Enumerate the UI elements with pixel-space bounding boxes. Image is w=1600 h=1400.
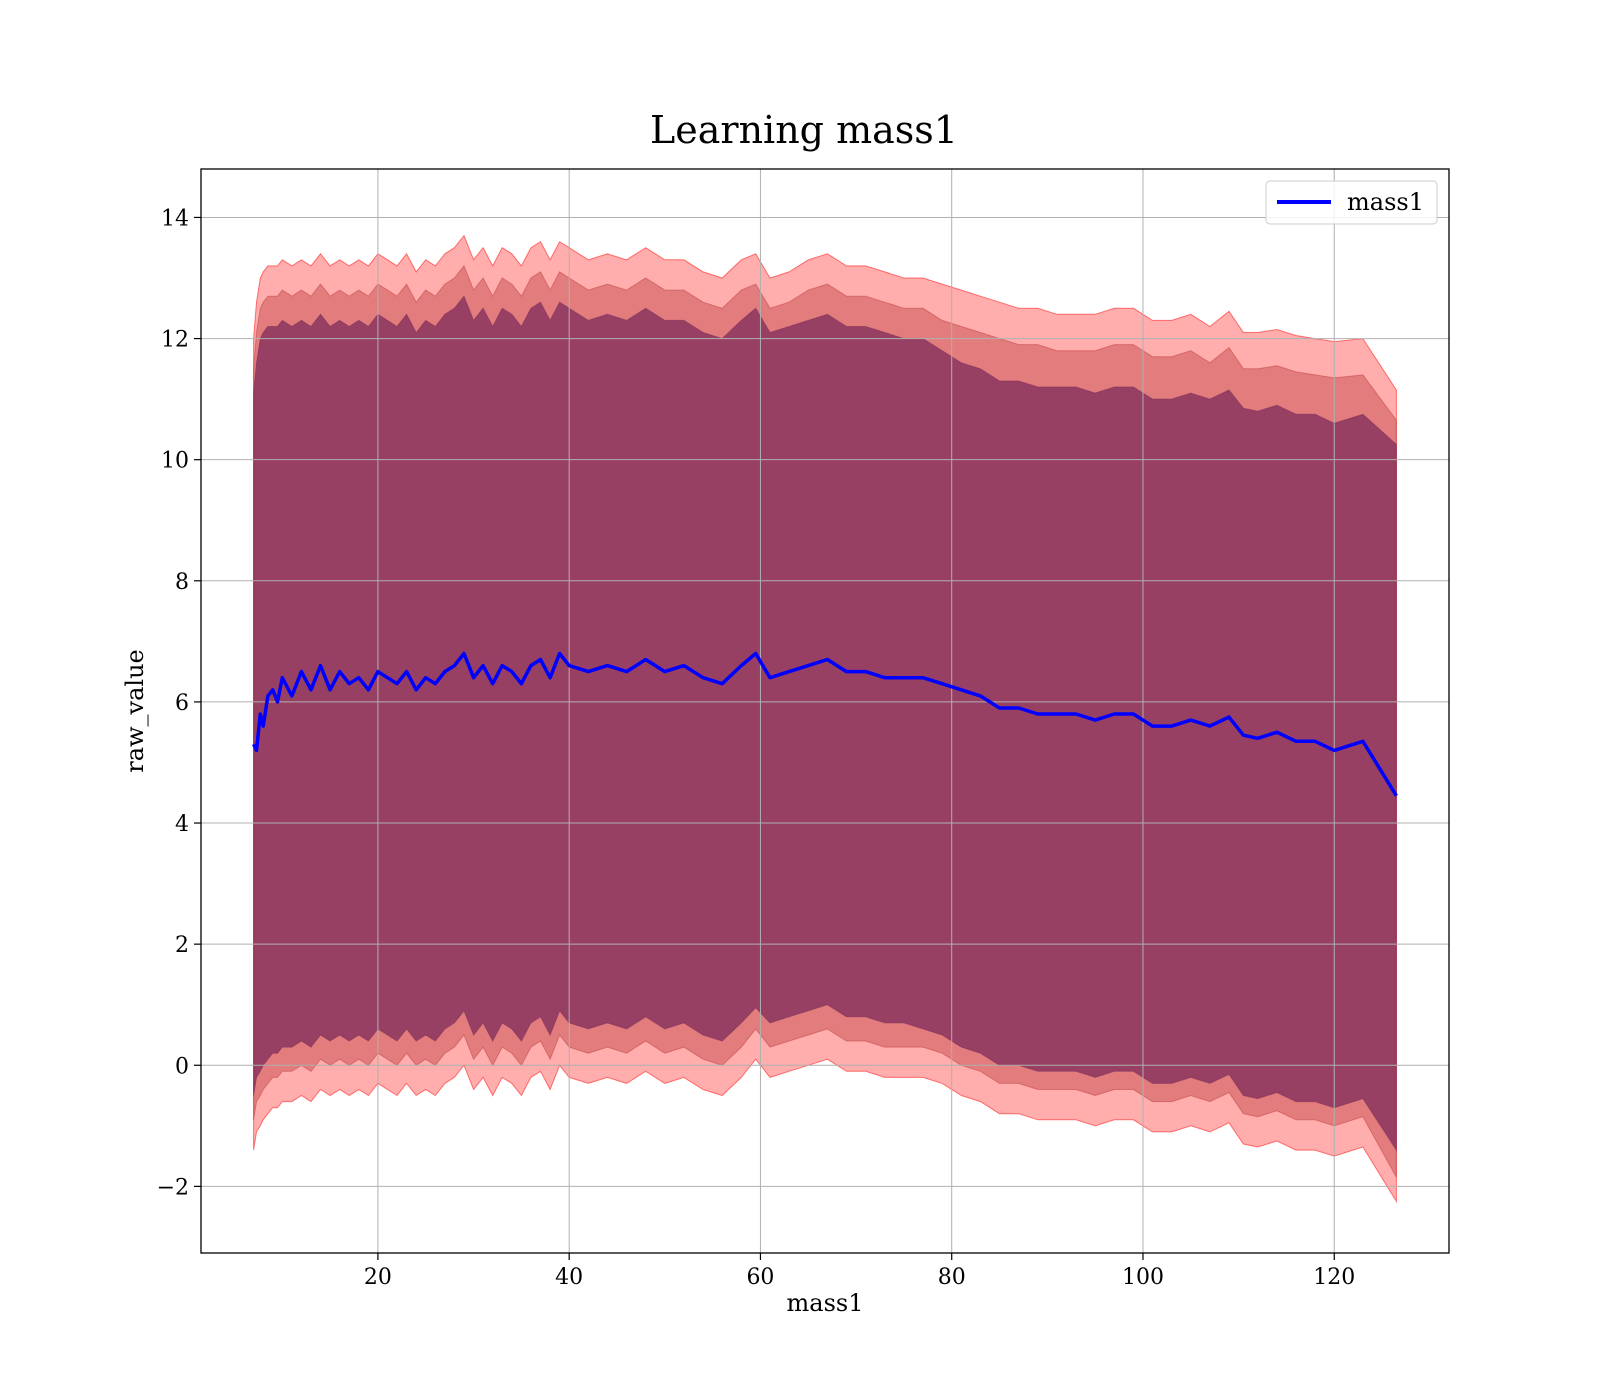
y-tick-label: −2 bbox=[157, 1175, 189, 1200]
y-axis-label: raw_value bbox=[121, 649, 149, 773]
x-tick-label: 60 bbox=[746, 1265, 774, 1290]
series-layer bbox=[252, 651, 1398, 797]
legend-box bbox=[1265, 180, 1438, 225]
plot-frame bbox=[200, 168, 1450, 1254]
y-tick-label: 2 bbox=[175, 933, 189, 958]
y-tick-label: 6 bbox=[175, 691, 189, 716]
x-axis: 20 40 60 80 100 120 bbox=[364, 1253, 1355, 1290]
y-tick-label: 4 bbox=[175, 812, 189, 837]
x-tick-label: 40 bbox=[555, 1265, 583, 1290]
y-tick-label: 14 bbox=[161, 206, 189, 231]
legend-label-mass1: mass1 bbox=[1347, 188, 1424, 216]
y-tick-label: 0 bbox=[175, 1054, 189, 1079]
x-tick-label: 20 bbox=[364, 1265, 392, 1290]
chart-title: Learning mass1 bbox=[650, 108, 958, 152]
plot-area bbox=[200, 168, 1450, 1254]
grid-lines bbox=[201, 169, 1449, 1253]
y-tick-label: 8 bbox=[175, 570, 189, 595]
y-tick-label: 12 bbox=[161, 328, 189, 353]
band-3 bbox=[253, 295, 1397, 1152]
y-tick-label: 10 bbox=[161, 449, 189, 474]
legend: mass1 bbox=[1265, 180, 1438, 225]
x-axis-label: mass1 bbox=[787, 1289, 864, 1317]
y-axis: −2 0 2 4 6 8 10 12 14 bbox=[157, 206, 201, 1200]
x-tick-label: 100 bbox=[1122, 1265, 1164, 1290]
x-tick-label: 80 bbox=[938, 1265, 966, 1290]
x-tick-label: 120 bbox=[1313, 1265, 1355, 1290]
series-line-mass1 bbox=[252, 651, 1398, 797]
confidence-bands bbox=[253, 234, 1397, 1204]
